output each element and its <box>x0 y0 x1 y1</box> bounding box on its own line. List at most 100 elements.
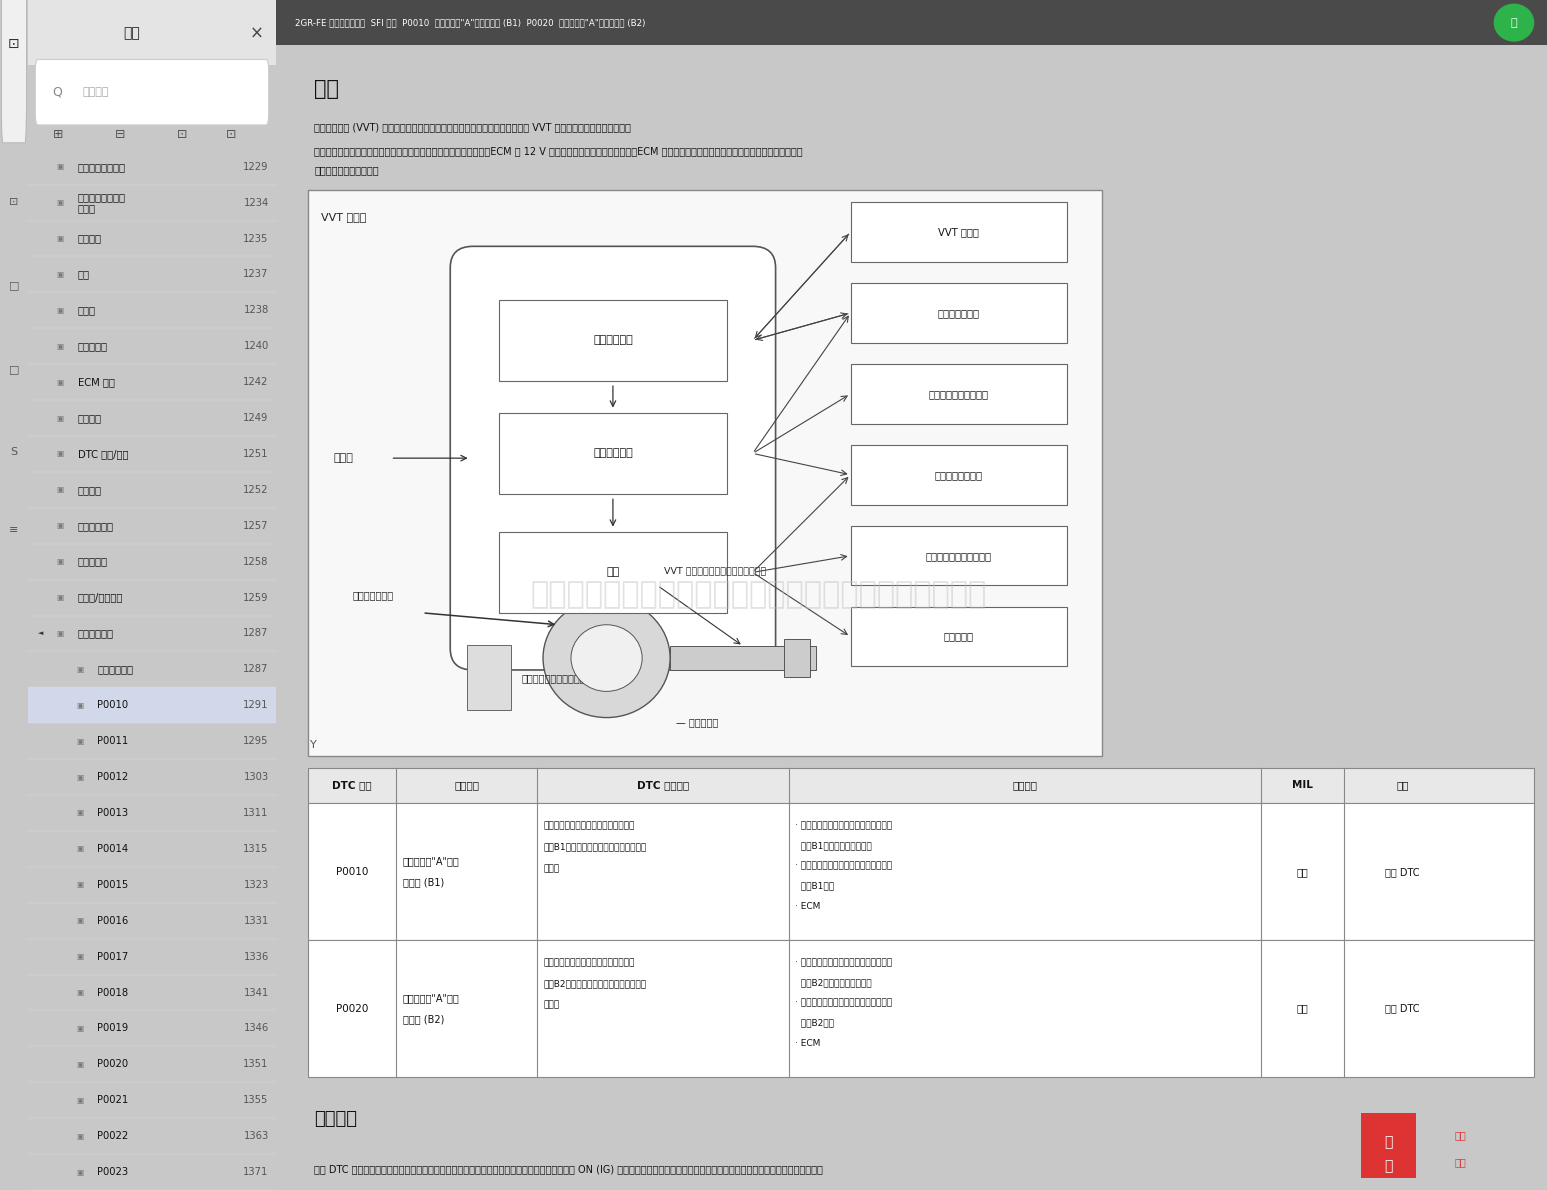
Text: 1234: 1234 <box>243 198 269 207</box>
Text: 轴（B1））: 轴（B1）） <box>795 882 834 891</box>
Text: ⊡: ⊡ <box>8 37 20 51</box>
Bar <box>498 413 727 494</box>
Text: 1237: 1237 <box>243 269 269 280</box>
Text: ⊡: ⊡ <box>226 129 237 140</box>
Text: 1331: 1331 <box>243 916 269 926</box>
Text: 田: 田 <box>1510 18 1518 27</box>
Text: 1315: 1315 <box>243 844 269 854</box>
Text: 诊断系统: 诊断系统 <box>77 413 102 422</box>
Bar <box>670 646 817 670</box>
Text: 汽修帮手在线资料库，仅用于个人学习，请勿用于商业！: 汽修帮手在线资料库，仅用于个人学习，请勿用于商业！ <box>531 581 987 609</box>
Text: ECM 端子: ECM 端子 <box>77 377 114 387</box>
Bar <box>851 364 1066 424</box>
Text: P0011: P0011 <box>97 737 128 746</box>
Bar <box>28 0 275 65</box>
Text: 1240: 1240 <box>243 342 269 351</box>
Text: 1295: 1295 <box>243 737 269 746</box>
Text: MIL: MIL <box>1292 781 1313 790</box>
Text: 定格数据: 定格数据 <box>77 484 102 495</box>
FancyBboxPatch shape <box>2 0 26 143</box>
Text: · 凸轮轴正时机油控制阀总成（进气凸轮: · 凸轮轴正时机油控制阀总成（进气凸轮 <box>795 998 893 1008</box>
Text: 1257: 1257 <box>243 521 269 531</box>
Text: 1235: 1235 <box>243 233 269 244</box>
Text: 1346: 1346 <box>243 1023 269 1033</box>
Text: ▣: ▣ <box>57 630 63 638</box>
Text: 的励磁时间（占空比）。: 的励磁时间（占空比）。 <box>314 165 379 175</box>
FancyBboxPatch shape <box>450 246 775 670</box>
Text: 检查是否存在间歇
性故障: 检查是否存在间歇 性故障 <box>77 193 125 213</box>
Text: ▣: ▣ <box>57 342 63 351</box>
Text: ▣: ▣ <box>57 162 63 171</box>
Text: 汽修: 汽修 <box>1454 1130 1467 1140</box>
Text: 如何进行故障排除: 如何进行故障排除 <box>77 162 125 171</box>
Bar <box>498 532 727 613</box>
Circle shape <box>571 625 642 691</box>
Text: 1229: 1229 <box>243 162 269 171</box>
Text: ▣: ▣ <box>57 270 63 278</box>
Text: ▣: ▣ <box>57 414 63 422</box>
Text: ▣: ▣ <box>76 845 84 853</box>
Text: 可变气门正时 (VVT) 系统调节进气门正时以改善操纵性能。发动机机油压力使 VVT 控制器转动以调节气门正时。: 可变气门正时 (VVT) 系统调节进气门正时以改善操纵性能。发动机机油压力使 V… <box>314 123 631 132</box>
Text: 诊断故障码表: 诊断故障码表 <box>77 628 113 639</box>
Text: 轴（B2））: 轴（B2）） <box>795 1019 834 1028</box>
Text: ▣: ▣ <box>57 306 63 315</box>
Text: Y: Y <box>311 740 317 750</box>
Bar <box>851 526 1066 585</box>
Text: ▣: ▣ <box>57 234 63 243</box>
Text: · 凸轮轴正时机油控制阀总成（进气凸轮: · 凸轮轴正时机油控制阀总成（进气凸轮 <box>795 821 893 831</box>
Text: 辑）。: 辑）。 <box>543 1001 560 1010</box>
Text: 器电路 (B2): 器电路 (B2) <box>402 1014 444 1025</box>
Text: ▣: ▣ <box>57 593 63 602</box>
Text: 存储 DTC: 存储 DTC <box>1385 866 1420 877</box>
Text: 书签: 书签 <box>124 26 141 40</box>
Text: 轴（B2））电路断路或短路（单程检测逻: 轴（B2））电路断路或短路（单程检测逻 <box>543 979 647 989</box>
Text: ▣: ▣ <box>76 665 84 674</box>
Text: 辑）。: 辑）。 <box>543 864 560 873</box>
Text: ◄: ◄ <box>37 631 43 637</box>
Text: 1323: 1323 <box>243 879 269 890</box>
Text: ▣: ▣ <box>57 377 63 387</box>
Text: P0018: P0018 <box>97 988 128 997</box>
Text: DTC 检测条件: DTC 检测条件 <box>637 781 688 790</box>
Bar <box>275 0 1547 45</box>
Circle shape <box>543 599 670 718</box>
Text: P0023: P0023 <box>97 1167 128 1177</box>
Text: 故障部位: 故障部位 <box>1012 781 1036 790</box>
Text: ▣: ▣ <box>57 486 63 494</box>
Text: 1336: 1336 <box>243 952 269 962</box>
Text: 轴（B1））电路断路或短路: 轴（B1））电路断路或短路 <box>795 841 873 851</box>
Text: ▣: ▣ <box>76 916 84 925</box>
Text: 目标气门正时: 目标气门正时 <box>593 449 633 458</box>
Text: 车速传感器: 车速传感器 <box>944 632 973 641</box>
Text: 点亮: 点亮 <box>1296 1003 1309 1014</box>
Text: P0022: P0022 <box>97 1132 128 1141</box>
Text: 凸轮轴正时机油控制阀总成（进气凸轮: 凸轮轴正时机油控制阀总成（进气凸轮 <box>543 958 634 967</box>
Text: 1287: 1287 <box>243 628 269 639</box>
Text: 1351: 1351 <box>243 1059 269 1070</box>
Text: 1291: 1291 <box>243 700 269 710</box>
Text: P0010: P0010 <box>336 866 368 877</box>
Text: 曲轴位置传感器: 曲轴位置传感器 <box>937 308 979 318</box>
Text: ▣: ▣ <box>76 1023 84 1033</box>
Text: ECM: ECM <box>600 672 625 682</box>
Text: ▣: ▣ <box>76 881 84 889</box>
Text: ▣: ▣ <box>57 557 63 566</box>
Text: 凸轮轴正时机油控制阀总成是一个电磁阀并可切换发动机机油管道。ECM 将 12 V 电压施加到电磁阀上时该阀移动。ECM 根据凸轮轴位置、曲轴位置、节气门位置等改: 凸轮轴正时机油控制阀总成是一个电磁阀并可切换发动机机油管道。ECM 将 12 V… <box>314 146 803 156</box>
Text: 1251: 1251 <box>243 449 269 459</box>
Text: ▣: ▣ <box>57 198 63 207</box>
Text: DTC 编号: DTC 编号 <box>333 781 371 790</box>
Text: ▣: ▣ <box>57 450 63 458</box>
Text: 检查模式程序: 检查模式程序 <box>77 521 113 531</box>
Text: 注册: 注册 <box>77 269 90 280</box>
Text: Q: Q <box>53 86 62 99</box>
Text: P0015: P0015 <box>97 879 128 890</box>
Text: P0012: P0012 <box>97 772 128 782</box>
Text: 汽: 汽 <box>1385 1135 1392 1150</box>
Text: ⊟: ⊟ <box>114 129 125 140</box>
Text: · ECM: · ECM <box>795 1039 820 1048</box>
Text: 存储: 存储 <box>1397 781 1409 790</box>
Bar <box>308 190 1101 756</box>
Text: 修: 修 <box>1385 1159 1392 1173</box>
Text: □: □ <box>9 364 19 374</box>
Text: 书签查找: 书签查找 <box>82 87 108 98</box>
